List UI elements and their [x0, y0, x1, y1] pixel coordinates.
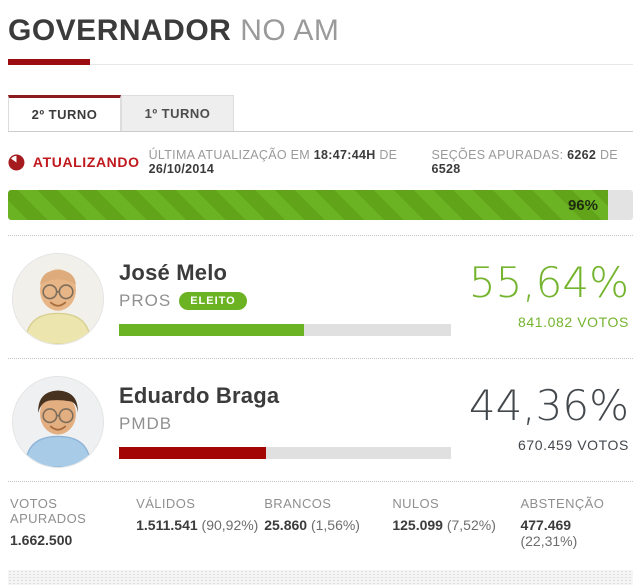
last-update-text: ÚLTIMA ATUALIZAÇÃO EM 18:47:44H DE 26/10…: [149, 148, 432, 176]
summary-votos-apurados: VOTOS APURADOS 1.662.500: [10, 496, 136, 549]
page-title-office: GOVERNADOR: [8, 14, 232, 47]
sections-total-value: 6528: [431, 162, 461, 176]
candidate-party: PROS: [119, 291, 172, 310]
summary-detail: (7,52%): [446, 517, 496, 533]
page-title-region: NO AM: [240, 14, 340, 47]
tab-first-round[interactable]: 1º TURNO: [121, 95, 234, 131]
candidate-vote-bar: [119, 324, 451, 336]
vote-summary: VOTOS APURADOS 1.662.500 VÁLIDOS 1.511.5…: [8, 482, 633, 549]
sections-progress-bar: 96%: [8, 190, 633, 220]
candidate-photo-jose-melo: [12, 253, 104, 345]
summary-brancos: BRANCOS 25.860 (1,56%): [264, 496, 392, 549]
candidate-vote-bar-fill: [119, 447, 267, 459]
candidate-name: José Melo: [119, 260, 228, 285]
candidate-info-eduardo-braga: Eduardo Braga PMDB: [119, 376, 451, 468]
summary-validos: VÁLIDOS 1.511.541 (90,92%): [136, 496, 264, 549]
updating-label: ATUALIZANDO: [32, 154, 140, 170]
candidate-party: PMDB: [119, 414, 173, 433]
candidate-results-eduardo-braga: 44,36% 670.459 VOTOS: [451, 376, 629, 468]
avatar-placeholder-icon: [13, 254, 103, 344]
candidate-name: Eduardo Braga: [119, 383, 280, 408]
avatar-placeholder-icon: [13, 377, 103, 467]
summary-value: 1.662.500: [10, 532, 73, 548]
footer-texture-bar: [8, 570, 633, 585]
title-divider: [8, 59, 633, 65]
candidate-row-eduardo-braga: Eduardo Braga PMDB 44,36% 670.459 VOTOS: [8, 359, 633, 479]
candidate-votes: 841.082 VOTOS: [517, 314, 629, 330]
summary-label: NULOS: [392, 496, 440, 511]
summary-label: VÁLIDOS: [136, 496, 196, 511]
candidate-row-jose-melo: José Melo PROS ELEITO 55,64% 841.082 VOT…: [8, 236, 633, 356]
elected-badge: ELEITO: [179, 292, 247, 310]
summary-label: ABSTENÇÃO: [520, 496, 605, 511]
sections-label: SEÇÕES APURADAS:: [431, 148, 564, 162]
candidate-party-row: PROS ELEITO: [119, 291, 451, 311]
summary-value: 1.511.541: [136, 517, 198, 533]
sections-counted-value: 6262: [567, 148, 597, 162]
summary-label: BRANCOS: [264, 496, 332, 511]
candidate-percent: 44,36%: [468, 381, 629, 430]
sections-progress-label: 96%: [567, 196, 598, 214]
candidate-party-row: PMDB: [119, 414, 451, 434]
candidate-vote-bar-fill: [119, 324, 304, 336]
sections-connector: DE: [599, 148, 618, 162]
summary-detail: (90,92%): [201, 517, 259, 533]
candidate-info-jose-melo: José Melo PROS ELEITO: [119, 253, 451, 345]
title-red-accent: [8, 59, 90, 65]
sections-progress-fill: 96%: [8, 190, 608, 220]
pie-clock-icon: [8, 154, 25, 170]
page-title: GOVERNADOR NO AM: [8, 14, 633, 48]
separator: [8, 358, 633, 359]
last-update-connector: DE: [379, 148, 398, 162]
summary-detail: (22,31%): [520, 533, 578, 549]
candidate-percent: 55,64%: [468, 258, 629, 307]
last-update-time: 18:47:44H: [313, 148, 376, 162]
candidate-results-jose-melo: 55,64% 841.082 VOTOS: [451, 253, 629, 345]
candidate-vote-bar: [119, 447, 451, 459]
tab-second-round[interactable]: 2º TURNO: [8, 95, 121, 131]
sections-counted-text: SEÇÕES APURADAS: 6262 DE 6528: [431, 148, 633, 176]
candidate-photo-eduardo-braga: [12, 376, 104, 468]
summary-detail: (1,56%): [310, 517, 360, 533]
last-update-date: 26/10/2014: [148, 162, 215, 176]
candidate-votes: 670.459 VOTOS: [517, 437, 629, 453]
summary-value: 477.469: [520, 517, 572, 533]
update-status-bar: ATUALIZANDO ÚLTIMA ATUALIZAÇÃO EM 18:47:…: [8, 148, 633, 176]
summary-label: VOTOS APURADOS: [10, 496, 87, 526]
update-status-left: ATUALIZANDO ÚLTIMA ATUALIZAÇÃO EM 18:47:…: [8, 148, 431, 176]
summary-abstencao: ABSTENÇÃO 477.469 (22,31%): [520, 496, 631, 549]
summary-nulos: NULOS 125.099 (7,52%): [392, 496, 520, 549]
summary-value: 125.099: [392, 517, 443, 533]
round-tabs: 2º TURNO 1º TURNO: [8, 95, 633, 132]
last-update-prefix: ÚLTIMA ATUALIZAÇÃO EM: [148, 148, 310, 162]
separator: [8, 235, 633, 236]
separator: [8, 481, 633, 482]
summary-value: 25.860: [264, 517, 308, 533]
